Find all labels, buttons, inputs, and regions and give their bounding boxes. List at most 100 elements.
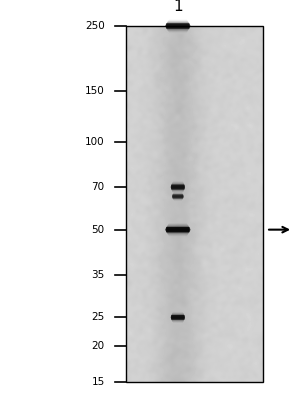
FancyBboxPatch shape: [171, 184, 184, 190]
FancyBboxPatch shape: [172, 196, 184, 197]
FancyBboxPatch shape: [171, 316, 184, 317]
FancyBboxPatch shape: [172, 189, 184, 190]
FancyBboxPatch shape: [166, 26, 190, 27]
FancyBboxPatch shape: [171, 318, 184, 320]
FancyBboxPatch shape: [165, 230, 190, 231]
FancyBboxPatch shape: [171, 188, 184, 189]
FancyBboxPatch shape: [171, 316, 185, 317]
FancyBboxPatch shape: [166, 230, 190, 232]
FancyBboxPatch shape: [166, 26, 190, 28]
FancyBboxPatch shape: [166, 227, 189, 228]
FancyBboxPatch shape: [165, 25, 190, 27]
FancyBboxPatch shape: [171, 316, 184, 317]
FancyBboxPatch shape: [165, 229, 190, 230]
FancyBboxPatch shape: [166, 228, 190, 229]
FancyBboxPatch shape: [171, 186, 185, 187]
FancyBboxPatch shape: [167, 23, 189, 24]
FancyBboxPatch shape: [166, 26, 190, 28]
FancyBboxPatch shape: [171, 315, 184, 316]
FancyBboxPatch shape: [171, 187, 185, 188]
FancyBboxPatch shape: [166, 27, 189, 29]
FancyBboxPatch shape: [167, 28, 189, 29]
FancyBboxPatch shape: [167, 22, 189, 24]
FancyBboxPatch shape: [171, 315, 184, 316]
FancyBboxPatch shape: [171, 316, 185, 317]
FancyBboxPatch shape: [171, 318, 184, 320]
FancyBboxPatch shape: [171, 187, 185, 189]
FancyBboxPatch shape: [171, 188, 184, 190]
FancyBboxPatch shape: [166, 24, 190, 26]
FancyBboxPatch shape: [165, 229, 190, 230]
FancyBboxPatch shape: [173, 195, 183, 196]
FancyBboxPatch shape: [167, 28, 189, 30]
FancyBboxPatch shape: [171, 185, 184, 186]
FancyBboxPatch shape: [167, 232, 189, 233]
FancyBboxPatch shape: [166, 228, 190, 230]
FancyBboxPatch shape: [166, 24, 190, 25]
FancyBboxPatch shape: [165, 26, 190, 27]
FancyBboxPatch shape: [171, 316, 185, 318]
FancyBboxPatch shape: [173, 197, 183, 198]
FancyBboxPatch shape: [171, 318, 184, 320]
FancyBboxPatch shape: [171, 186, 185, 188]
Text: 50: 50: [91, 225, 105, 235]
FancyBboxPatch shape: [171, 184, 184, 186]
FancyBboxPatch shape: [167, 23, 189, 24]
FancyBboxPatch shape: [172, 319, 184, 320]
FancyBboxPatch shape: [166, 227, 190, 229]
FancyBboxPatch shape: [172, 196, 183, 198]
FancyBboxPatch shape: [167, 22, 189, 24]
FancyBboxPatch shape: [172, 314, 184, 316]
FancyBboxPatch shape: [172, 184, 184, 185]
FancyBboxPatch shape: [171, 187, 185, 188]
FancyBboxPatch shape: [165, 229, 190, 230]
FancyBboxPatch shape: [165, 25, 190, 26]
FancyBboxPatch shape: [171, 315, 184, 320]
FancyBboxPatch shape: [166, 24, 190, 25]
FancyBboxPatch shape: [172, 196, 184, 198]
FancyBboxPatch shape: [166, 228, 190, 230]
FancyBboxPatch shape: [166, 23, 190, 29]
FancyBboxPatch shape: [171, 187, 185, 188]
FancyBboxPatch shape: [166, 230, 190, 231]
FancyBboxPatch shape: [166, 228, 190, 229]
FancyBboxPatch shape: [171, 316, 185, 317]
FancyBboxPatch shape: [171, 185, 184, 186]
FancyBboxPatch shape: [172, 196, 184, 197]
FancyBboxPatch shape: [173, 195, 183, 196]
FancyBboxPatch shape: [166, 23, 189, 25]
FancyBboxPatch shape: [166, 26, 190, 28]
FancyBboxPatch shape: [172, 196, 184, 197]
FancyBboxPatch shape: [172, 196, 184, 197]
FancyBboxPatch shape: [171, 188, 184, 190]
FancyBboxPatch shape: [172, 189, 184, 190]
Text: 35: 35: [91, 270, 105, 280]
FancyBboxPatch shape: [173, 194, 183, 196]
FancyBboxPatch shape: [171, 317, 185, 318]
FancyBboxPatch shape: [172, 184, 184, 185]
FancyBboxPatch shape: [171, 317, 185, 318]
FancyBboxPatch shape: [173, 197, 183, 198]
FancyBboxPatch shape: [166, 25, 190, 26]
FancyBboxPatch shape: [171, 186, 185, 188]
FancyBboxPatch shape: [166, 230, 190, 232]
FancyBboxPatch shape: [172, 314, 184, 316]
FancyBboxPatch shape: [165, 25, 190, 26]
FancyBboxPatch shape: [171, 318, 184, 319]
FancyBboxPatch shape: [166, 228, 190, 229]
FancyBboxPatch shape: [167, 226, 189, 228]
FancyBboxPatch shape: [172, 319, 184, 320]
FancyBboxPatch shape: [171, 318, 185, 319]
Bar: [126, 26, 263, 382]
FancyBboxPatch shape: [166, 26, 190, 28]
FancyBboxPatch shape: [172, 195, 183, 196]
FancyBboxPatch shape: [166, 228, 190, 230]
FancyBboxPatch shape: [171, 186, 185, 187]
FancyBboxPatch shape: [171, 185, 185, 187]
FancyBboxPatch shape: [167, 28, 189, 30]
FancyBboxPatch shape: [171, 315, 184, 316]
FancyBboxPatch shape: [171, 187, 185, 189]
FancyBboxPatch shape: [172, 195, 184, 196]
FancyBboxPatch shape: [172, 319, 184, 320]
FancyBboxPatch shape: [171, 317, 185, 318]
